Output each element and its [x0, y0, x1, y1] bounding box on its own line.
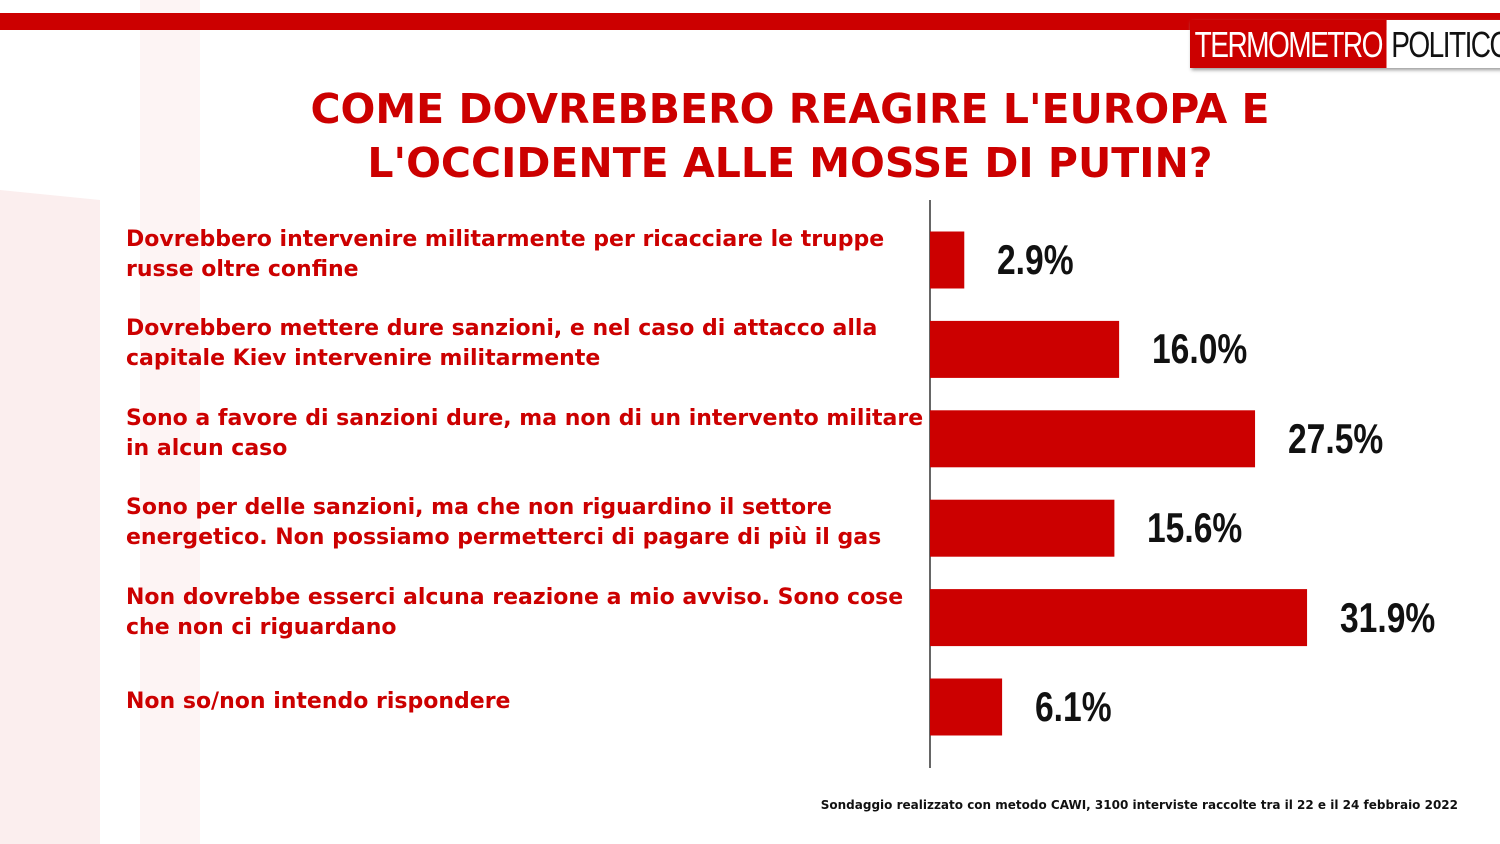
bar	[930, 499, 1115, 557]
bar	[930, 589, 1308, 647]
bg-shape	[140, 0, 200, 844]
top-band	[0, 13, 1500, 30]
value-label: 6.1%	[1035, 683, 1112, 730]
logo: TERMOMETRO POLITICO	[1190, 20, 1500, 68]
bg-shape	[0, 190, 100, 844]
category-label: Dovrebbero intervenire militarmente per …	[126, 227, 885, 282]
bar	[930, 678, 1003, 736]
value-label: 15.6%	[1147, 504, 1243, 552]
bar	[930, 231, 965, 289]
category-label: Sono per delle sanzioni, ma che non rigu…	[126, 495, 882, 551]
category-label: Non so/non intendo rispondere	[126, 689, 511, 714]
value-label: 2.9%	[997, 236, 1074, 283]
chart-title: COME DOVREBBERO REAGIRE L'EUROPA E L'OCC…	[310, 85, 1270, 187]
category-label: Dovrebbero mettere dure sanzioni, e nel …	[126, 316, 878, 372]
category-label: Sono a favore di sanzioni dure, ma non d…	[126, 405, 924, 461]
value-label: 31.9%	[1340, 593, 1436, 641]
bar	[930, 410, 1256, 468]
bar	[930, 320, 1120, 378]
logo-part: TERMOMETRO	[1190, 20, 1387, 68]
footnote: Sondaggio realizzato con metodo CAWI, 31…	[820, 798, 1458, 812]
value-label: 27.5%	[1288, 414, 1384, 462]
value-label: 16.0%	[1152, 325, 1248, 373]
category-label: Non dovrebbe esserci alcuna reazione a m…	[126, 584, 904, 640]
logo-part: POLITICO	[1386, 20, 1500, 68]
